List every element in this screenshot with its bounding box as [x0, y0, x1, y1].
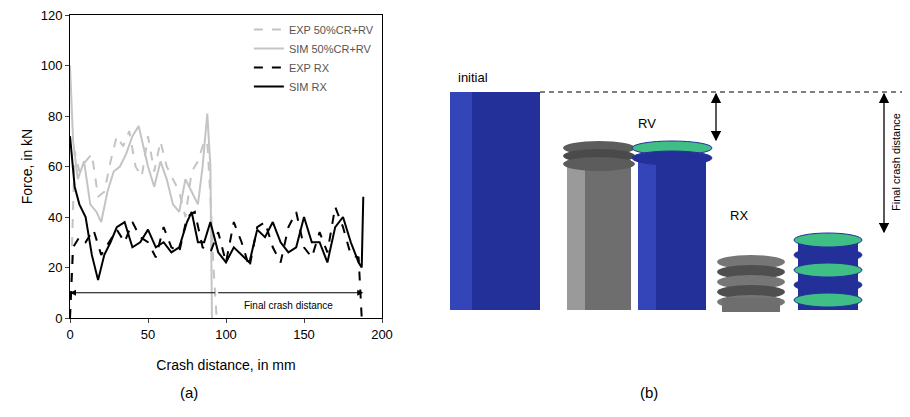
svg-text:120: 120	[41, 8, 63, 23]
svg-text:RX: RX	[730, 208, 748, 223]
html-text:(b): (b)	[640, 384, 659, 401]
svg-text:initial: initial	[458, 70, 488, 85]
svg-text:0: 0	[55, 311, 62, 326]
svg-text:40: 40	[48, 210, 62, 225]
svg-text:50: 50	[141, 327, 155, 342]
svg-text:0: 0	[66, 327, 73, 342]
svg-text:Force, in kN: Force, in kN	[19, 129, 35, 204]
svg-text:SIM RX: SIM RX	[289, 81, 328, 93]
html-text:(a): (a)	[180, 384, 199, 401]
svg-text:150: 150	[293, 327, 315, 342]
svg-text:100: 100	[215, 327, 237, 342]
svg-text:EXP 50%CR+RV: EXP 50%CR+RV	[289, 24, 374, 36]
svg-text:20: 20	[48, 260, 62, 275]
svg-text:80: 80	[48, 109, 62, 124]
svg-text:EXP RX: EXP RX	[289, 62, 330, 74]
svg-text:Crash distance, in mm: Crash distance, in mm	[156, 357, 295, 373]
svg-text:200: 200	[371, 327, 393, 342]
svg-text:60: 60	[48, 159, 62, 174]
svg-text:Final crash distance: Final crash distance	[890, 113, 902, 211]
svg-text:100: 100	[41, 58, 63, 73]
svg-text:SIM 50%CR+RV: SIM 50%CR+RV	[289, 43, 372, 55]
svg-text:RV: RV	[638, 116, 656, 131]
svg-text:Final crash distance: Final crash distance	[244, 300, 333, 311]
